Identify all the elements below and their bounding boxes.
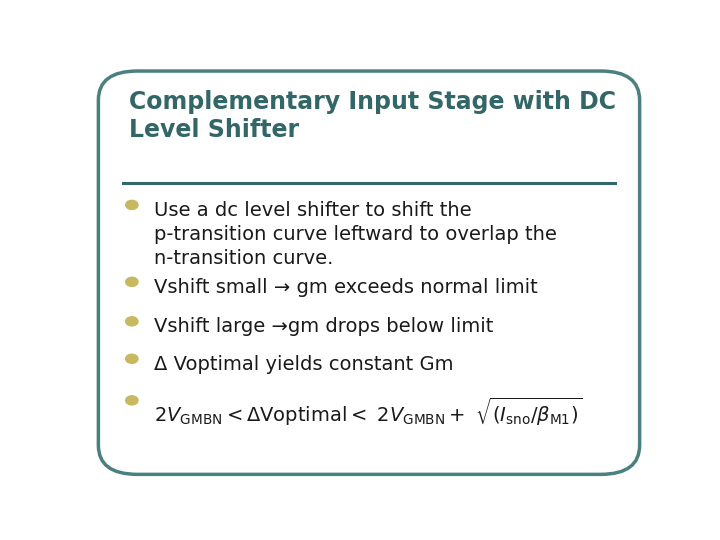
Text: Vshift large →gm drops below limit: Vshift large →gm drops below limit xyxy=(154,317,493,336)
Circle shape xyxy=(126,277,138,286)
FancyBboxPatch shape xyxy=(99,71,639,474)
Text: Δ Voptimal yields constant Gm: Δ Voptimal yields constant Gm xyxy=(154,355,454,374)
Circle shape xyxy=(126,200,138,210)
Circle shape xyxy=(126,317,138,326)
Text: Use a dc level shifter to shift the
p-transition curve leftward to overlap the
n: Use a dc level shifter to shift the p-tr… xyxy=(154,201,557,268)
Text: Vshift small → gm exceeds normal limit: Vshift small → gm exceeds normal limit xyxy=(154,278,538,296)
Text: Complementary Input Stage with DC
Level Shifter: Complementary Input Stage with DC Level … xyxy=(129,90,616,143)
Text: $2V_{\mathregular{GMBN}}<\Delta\mathregular{Voptimal}<\ 2V_{\mathregular{GMBN}}+: $2V_{\mathregular{GMBN}}<\Delta\mathregu… xyxy=(154,396,582,428)
Circle shape xyxy=(126,354,138,363)
Circle shape xyxy=(126,396,138,405)
